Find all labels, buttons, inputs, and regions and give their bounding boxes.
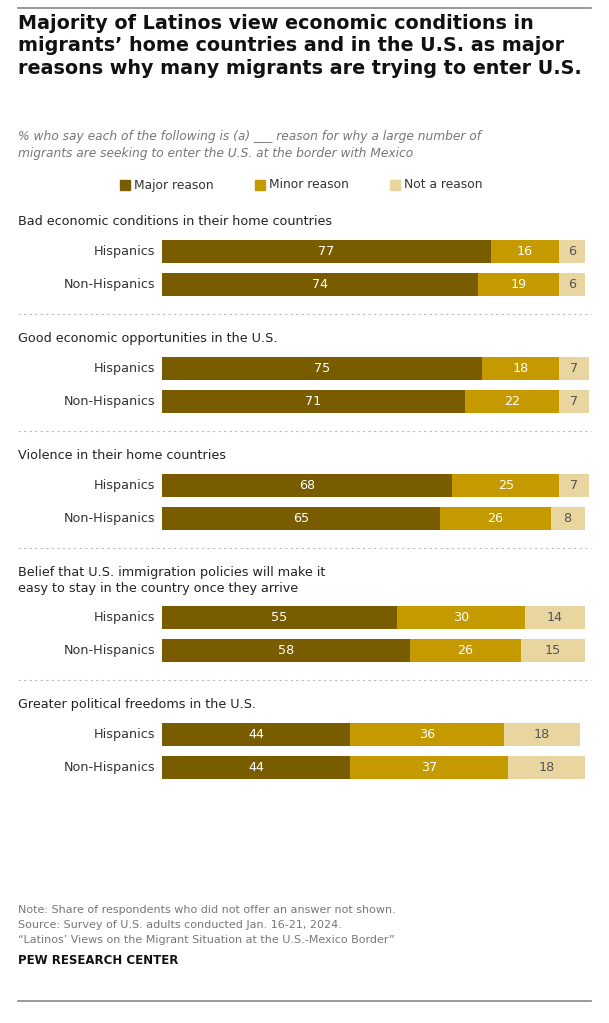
Text: 18: 18 <box>538 761 554 774</box>
Text: 18: 18 <box>534 728 550 741</box>
Text: 44: 44 <box>248 761 264 774</box>
Bar <box>162 357 482 380</box>
Text: 44: 44 <box>248 728 264 741</box>
Text: Non-Hispanics: Non-Hispanics <box>63 395 155 408</box>
Bar <box>162 390 465 413</box>
Bar <box>452 474 559 497</box>
Text: Majority of Latinos view economic conditions in
migrants’ home countries and in : Majority of Latinos view economic condit… <box>18 14 582 78</box>
Text: 7: 7 <box>570 395 578 408</box>
Text: Major reason: Major reason <box>134 178 214 191</box>
Text: 36: 36 <box>418 728 435 741</box>
Text: 71: 71 <box>306 395 322 408</box>
Bar <box>551 507 585 530</box>
Text: 19: 19 <box>510 278 527 291</box>
Text: % who say each of the following is (a) ___ reason for why a large number of
migr: % who say each of the following is (a) _… <box>18 130 481 160</box>
Text: 22: 22 <box>504 395 520 408</box>
Text: Non-Hispanics: Non-Hispanics <box>63 644 155 657</box>
Bar <box>162 639 410 662</box>
Text: Non-Hispanics: Non-Hispanics <box>63 278 155 291</box>
Text: “Latinos’ Views on the Migrant Situation at the U.S.-Mexico Border”: “Latinos’ Views on the Migrant Situation… <box>18 935 395 945</box>
Text: Greater political freedoms in the U.S.: Greater political freedoms in the U.S. <box>18 698 256 711</box>
Bar <box>559 240 585 263</box>
Text: 7: 7 <box>570 479 578 492</box>
Text: Source: Survey of U.S. adults conducted Jan. 16-21, 2024.: Source: Survey of U.S. adults conducted … <box>18 920 342 930</box>
Text: Good economic opportunities in the U.S.: Good economic opportunities in the U.S. <box>18 332 278 345</box>
Text: 26: 26 <box>457 644 473 657</box>
Bar <box>162 723 350 746</box>
Bar <box>162 474 452 497</box>
Bar <box>255 180 265 190</box>
Text: 58: 58 <box>278 644 294 657</box>
Bar <box>482 357 559 380</box>
Text: Note: Share of respondents who did not offer an answer not shown.: Note: Share of respondents who did not o… <box>18 905 396 915</box>
Text: 37: 37 <box>421 761 437 774</box>
Text: 74: 74 <box>312 278 328 291</box>
Text: 30: 30 <box>452 611 469 624</box>
Bar <box>162 240 491 263</box>
Text: 55: 55 <box>271 611 287 624</box>
Bar <box>508 756 585 779</box>
Bar <box>162 756 350 779</box>
Text: 15: 15 <box>544 644 561 657</box>
Bar <box>559 474 589 497</box>
Bar <box>410 639 521 662</box>
Bar <box>465 390 559 413</box>
Bar <box>350 723 504 746</box>
Bar <box>521 639 585 662</box>
Text: Violence in their home countries: Violence in their home countries <box>18 449 226 462</box>
Text: PEW RESEARCH CENTER: PEW RESEARCH CENTER <box>18 954 178 967</box>
Text: 68: 68 <box>299 479 315 492</box>
Bar <box>525 606 585 629</box>
Text: Hispanics: Hispanics <box>94 362 155 375</box>
Text: Belief that U.S. immigration policies will make it
easy to stay in the country o: Belief that U.S. immigration policies wi… <box>18 566 325 595</box>
Text: 26: 26 <box>487 512 503 525</box>
Text: Hispanics: Hispanics <box>94 728 155 741</box>
Text: 18: 18 <box>513 362 529 375</box>
Bar <box>120 180 130 190</box>
Text: 6: 6 <box>568 244 576 258</box>
Text: 8: 8 <box>563 512 572 525</box>
Bar <box>440 507 551 530</box>
Text: Hispanics: Hispanics <box>94 479 155 492</box>
Text: Non-Hispanics: Non-Hispanics <box>63 512 155 525</box>
Bar <box>559 357 589 380</box>
Bar <box>397 606 525 629</box>
Text: 65: 65 <box>293 512 309 525</box>
Bar <box>350 756 508 779</box>
Bar <box>559 390 589 413</box>
Bar <box>504 723 580 746</box>
Bar <box>162 606 397 629</box>
Text: Hispanics: Hispanics <box>94 244 155 258</box>
Text: Hispanics: Hispanics <box>94 611 155 624</box>
Text: Minor reason: Minor reason <box>269 178 349 191</box>
Text: Non-Hispanics: Non-Hispanics <box>63 761 155 774</box>
Text: 6: 6 <box>568 278 576 291</box>
Bar <box>559 273 585 296</box>
Text: 25: 25 <box>498 479 514 492</box>
Bar <box>162 507 440 530</box>
Text: 75: 75 <box>314 362 330 375</box>
Bar <box>390 180 400 190</box>
Text: Bad economic conditions in their home countries: Bad economic conditions in their home co… <box>18 215 332 228</box>
Text: 77: 77 <box>319 244 334 258</box>
Bar <box>491 240 559 263</box>
Text: 7: 7 <box>570 362 578 375</box>
Bar <box>162 273 478 296</box>
Bar <box>478 273 559 296</box>
Text: 16: 16 <box>517 244 533 258</box>
Text: 14: 14 <box>547 611 563 624</box>
Text: Not a reason: Not a reason <box>404 178 482 191</box>
